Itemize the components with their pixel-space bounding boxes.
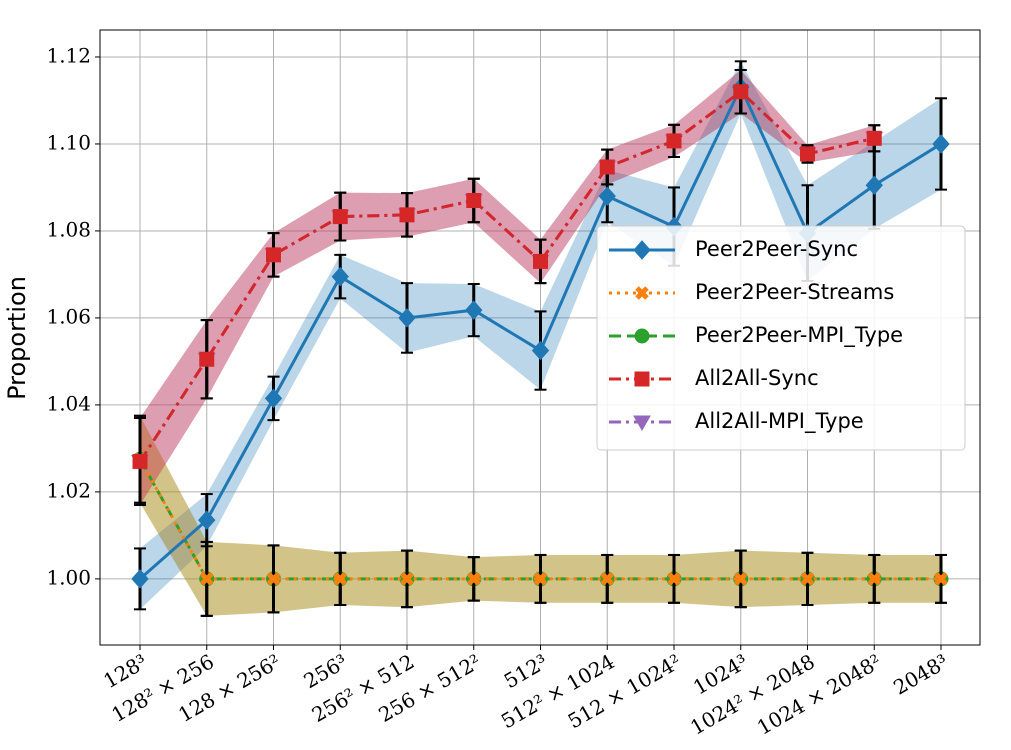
marker [266, 572, 281, 586]
marker [264, 388, 283, 409]
legend-box [596, 225, 966, 451]
marker [932, 134, 950, 154]
plot-frame [99, 29, 981, 646]
marker [199, 572, 214, 586]
legend-label: All2All-Sync [695, 366, 819, 390]
y-tick-label: 1.08 [46, 217, 91, 241]
marker [634, 371, 650, 387]
marker [398, 308, 416, 328]
y-axis-label: Proportion [3, 276, 31, 400]
marker [333, 572, 348, 586]
x-tick-label: 2048³ [889, 649, 952, 699]
y-tick-label: 1.10 [46, 130, 91, 154]
x-tick-label: 512 × 1024² [564, 649, 686, 733]
marker [198, 510, 216, 530]
marker [634, 328, 650, 344]
marker [266, 247, 281, 263]
marker [399, 207, 415, 223]
marker [800, 146, 815, 162]
y-tick-label: 1.02 [46, 478, 91, 502]
legend-label: Peer2Peer-Streams [695, 280, 894, 304]
marker [733, 84, 749, 100]
y-tick-label: 1.00 [46, 565, 91, 589]
marker [466, 572, 481, 586]
marker [332, 209, 348, 225]
marker [466, 192, 482, 208]
marker [666, 133, 682, 149]
marker [465, 300, 483, 320]
marker [867, 572, 882, 586]
marker [633, 415, 651, 432]
marker [800, 572, 815, 586]
marker [866, 130, 882, 146]
marker [934, 572, 948, 586]
series-line [138, 89, 875, 463]
marker [533, 253, 548, 269]
marker [599, 159, 615, 175]
marker [633, 240, 651, 260]
marker [865, 175, 883, 196]
y-tick-label: 1.12 [46, 43, 91, 67]
marker [600, 572, 615, 586]
y-tick-label: 1.04 [46, 391, 91, 415]
marker [400, 572, 414, 586]
marker [598, 186, 616, 206]
marker [132, 453, 148, 469]
marker [635, 286, 649, 300]
y-tick-label: 1.06 [46, 304, 91, 328]
legend-label: All2All-MPI_Type [695, 409, 864, 434]
legend-label: Peer2Peer-Sync [695, 237, 858, 261]
marker [667, 572, 681, 586]
legend-label: Peer2Peer-MPI_Type [695, 323, 903, 348]
marker [131, 569, 149, 589]
marker [733, 572, 748, 586]
marker [199, 351, 215, 367]
marker [533, 572, 548, 586]
marker [331, 266, 349, 287]
marker [531, 340, 550, 361]
